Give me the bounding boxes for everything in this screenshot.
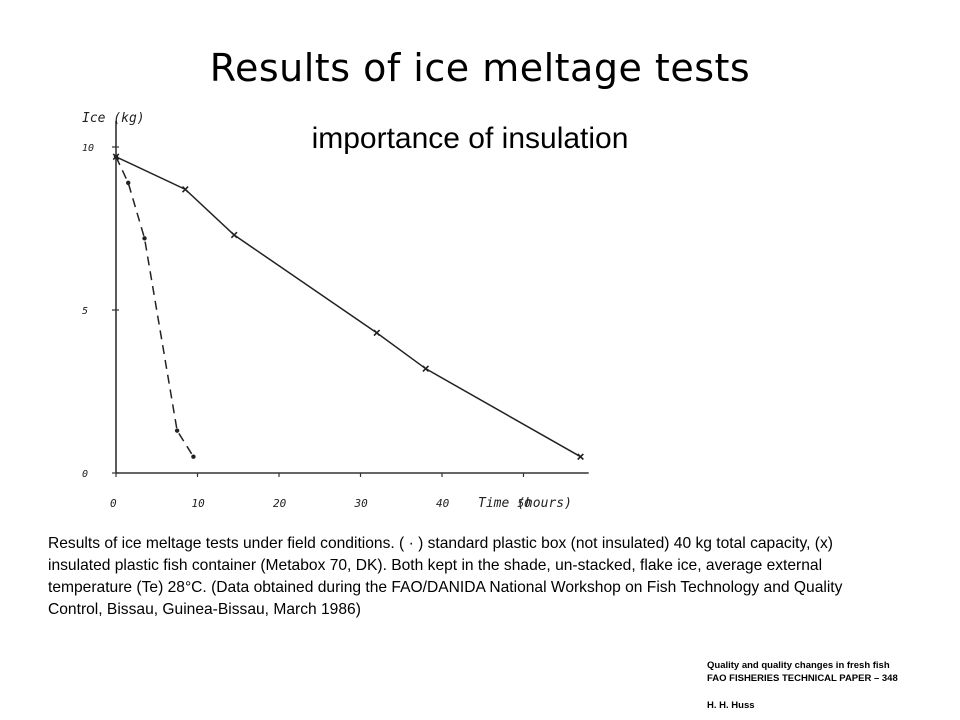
series-1-point	[191, 454, 196, 459]
slide-title: Results of ice meltage tests	[209, 46, 751, 90]
y-tick-label: 10	[82, 143, 94, 154]
slide-subtitle: importance of insulation	[311, 122, 629, 155]
series-2-point	[230, 231, 238, 239]
source-author: H. H. Huss	[707, 700, 755, 711]
series-1-point	[174, 428, 180, 433]
series-1-line	[115, 156, 195, 458]
series-2-point	[577, 453, 584, 461]
source-title: Quality and quality changes in fresh fis…	[707, 660, 890, 671]
x-tick-label: 30	[354, 497, 369, 510]
x-tick-label: 50	[518, 497, 532, 510]
y-axis-label: Ice (kg)	[82, 111, 145, 126]
source-series: FAO FISHERIES TECHNICAL PAPER – 348	[707, 673, 898, 684]
series-2-point	[422, 365, 430, 373]
series-2-point	[112, 153, 120, 161]
x-axis-label: Time (hours)	[478, 496, 572, 511]
series-2-line	[115, 156, 581, 458]
series-1-point	[142, 236, 147, 241]
x-tick-label: 20	[273, 497, 287, 510]
y-tick-label: 0	[82, 469, 88, 480]
source-reference: Quality and quality changes in fresh fis…	[707, 659, 898, 712]
y-tick-label: 5	[82, 306, 88, 317]
series-2-point	[373, 329, 381, 337]
x-tick-label: 10	[192, 497, 206, 510]
figure-caption: Results of ice meltage tests under field…	[48, 535, 843, 618]
x-tick-label: 0	[110, 497, 117, 510]
x-tick-label: 40	[436, 497, 450, 510]
series-2-point	[181, 186, 189, 193]
series-1-point	[126, 180, 131, 186]
